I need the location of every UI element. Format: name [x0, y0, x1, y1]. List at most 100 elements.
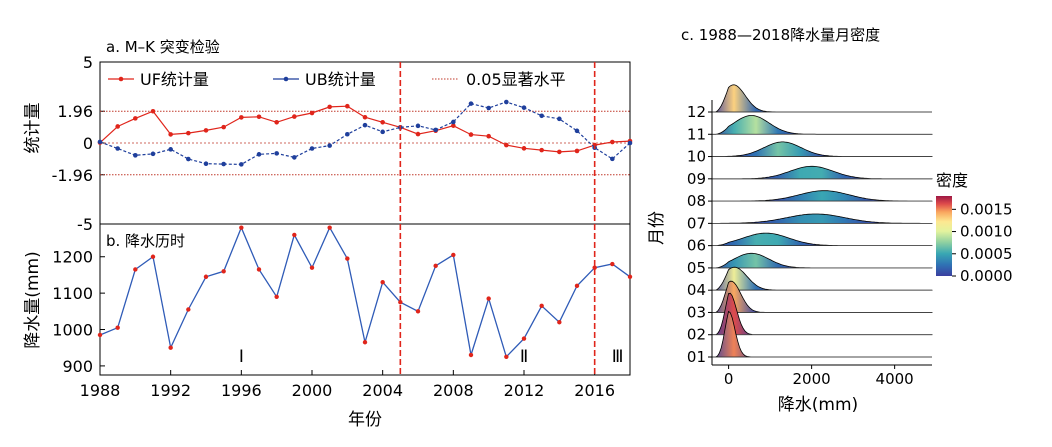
- uf-point: [327, 104, 332, 110]
- ub-point: [557, 116, 562, 122]
- uf-point: [486, 133, 491, 139]
- y-tick-label: 900: [62, 357, 93, 376]
- panel-c-xlabel: 降水(mm): [778, 395, 858, 415]
- ridge-month-05: [711, 252, 933, 269]
- c-x-tick-label: 4000: [876, 370, 914, 388]
- uf-point: [610, 139, 615, 145]
- x-tick-label: 2000: [292, 381, 333, 400]
- uf-point: [557, 149, 562, 155]
- ub-point: [415, 123, 421, 129]
- ub-point: [256, 152, 262, 157]
- precipitation-point: [115, 325, 120, 330]
- legend-ub-marker: [283, 76, 289, 82]
- precipitation-point: [292, 232, 297, 238]
- uf-point: [168, 132, 173, 137]
- x-tick-label: 2012: [504, 381, 545, 400]
- panel-b-series: [97, 225, 633, 360]
- panel-c-title: c. 1988—2018降水量月密度: [681, 26, 880, 44]
- panel-b-ylabel: 降水量(mm): [23, 251, 43, 348]
- ub-point: [486, 105, 491, 111]
- ridge-month-08: [711, 190, 933, 202]
- uf-point: [115, 124, 120, 129]
- uf-point: [574, 148, 580, 154]
- ub-point: [203, 161, 209, 167]
- month-tick-label: 10: [687, 148, 706, 166]
- uf-point: [186, 130, 191, 136]
- colorbar-tick-label: 0.0000: [960, 267, 1013, 285]
- x-tick-label: 1992: [150, 381, 191, 400]
- precipitation-point: [133, 267, 138, 272]
- panel-b-frame: [99, 223, 631, 376]
- precipitation-point: [327, 225, 332, 230]
- significance-lines: [100, 110, 630, 176]
- uf-point: [380, 119, 385, 125]
- month-tick-label: 02: [687, 326, 706, 344]
- ub-point: [150, 151, 156, 157]
- precipitation-point: [380, 280, 385, 285]
- month-tick-label: 08: [687, 192, 706, 210]
- ub-point: [433, 127, 438, 133]
- x-tick-label: 2008: [433, 381, 474, 400]
- y-tick-label: -5: [77, 215, 93, 234]
- ub-point: [468, 101, 474, 106]
- precipitation-point: [486, 296, 491, 301]
- uf-point: [274, 119, 279, 125]
- y-tick-label: 5: [83, 53, 93, 72]
- panel-b-title: b. 降水历时: [106, 232, 185, 250]
- panel-a-series: [97, 99, 633, 167]
- ub-point: [345, 131, 350, 137]
- colorbar-tick-label: 0.0005: [960, 245, 1013, 263]
- colorbar-ticks: 0.0015 0.0010 0.0005 0.0000: [952, 200, 1013, 285]
- ridge-month-11: [711, 115, 933, 135]
- ub-point: [610, 156, 615, 162]
- ub-point: [186, 156, 191, 162]
- c-x-tick-label: 2000: [793, 370, 831, 388]
- uf-point: [345, 103, 350, 109]
- x-tick-label: 1988: [80, 381, 121, 400]
- x-tick-label: 2016: [574, 381, 615, 400]
- month-tick-label: 07: [687, 214, 706, 232]
- precipitation-point: [451, 252, 456, 258]
- y-tick-label: 1100: [52, 284, 93, 303]
- ridge-month-09: [711, 165, 933, 180]
- precipitation-point: [221, 269, 226, 274]
- month-tick-label: 09: [687, 170, 706, 188]
- uf-point: [468, 132, 474, 137]
- precipitation-point: [468, 352, 474, 358]
- month-tick-label: 04: [687, 281, 706, 299]
- month-tick-label: 01: [687, 348, 706, 366]
- y-tick-label: 0: [83, 134, 93, 153]
- ub-point: [97, 139, 103, 145]
- precipitation-point: [574, 283, 580, 289]
- precipitation-point: [256, 267, 262, 272]
- uf-point: [309, 110, 315, 116]
- ub-point: [274, 151, 279, 156]
- precipitation-point: [97, 332, 103, 338]
- uf-point: [415, 131, 421, 137]
- ub-point: [309, 146, 315, 151]
- ub-point: [380, 129, 385, 135]
- ridge-month-10: [711, 141, 933, 157]
- precipitation-point: [186, 307, 191, 312]
- panel-b-x-axis: 1988 1992 1996 2000 2004 2008 2012 2016: [80, 370, 615, 400]
- precipitation-point: [203, 274, 209, 279]
- uf-point: [203, 128, 209, 133]
- month-tick-label: 12: [687, 103, 706, 121]
- uf-point: [451, 123, 456, 128]
- y-tick-label: 1.96: [57, 102, 93, 121]
- change-point-lines: [399, 62, 596, 375]
- panel-a-title: a. M–K 突变检验: [106, 38, 220, 56]
- ridge-month-02: [711, 292, 933, 336]
- precipitation-point: [592, 265, 597, 270]
- precipitation-point: [398, 300, 403, 305]
- ridgeline-plot: [711, 84, 933, 358]
- precipitation-point: [309, 265, 315, 270]
- ub-point: [327, 143, 332, 148]
- precipitation-point: [433, 263, 438, 269]
- colorbar-gradient: [936, 196, 952, 276]
- ub-point: [292, 155, 297, 160]
- panel-b-xlabel: 年份: [348, 410, 382, 430]
- c-x-tick-label: 0: [724, 370, 734, 388]
